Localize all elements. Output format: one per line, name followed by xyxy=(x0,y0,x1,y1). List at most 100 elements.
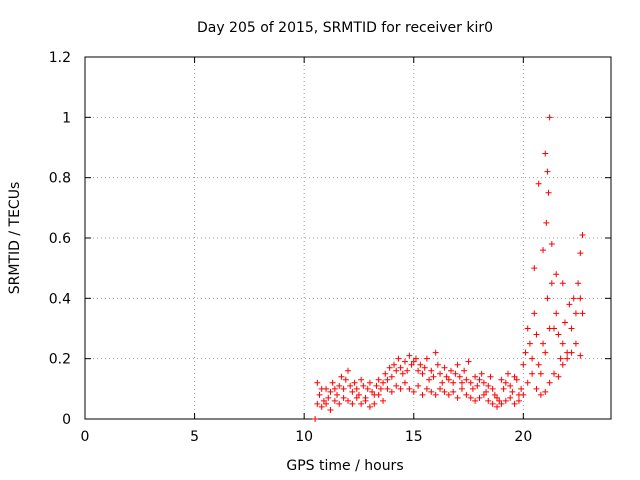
data-point xyxy=(575,280,582,287)
data-point xyxy=(318,403,325,410)
data-point xyxy=(441,364,448,371)
y-tick-label: 1 xyxy=(62,110,71,126)
data-point xyxy=(432,349,439,356)
y-tick-label: 0.2 xyxy=(49,352,71,368)
data-point xyxy=(469,385,476,392)
chart-title: Day 205 of 2015, SRMTID for receiver kir… xyxy=(197,20,493,36)
data-point xyxy=(325,394,332,401)
data-point xyxy=(531,310,538,317)
data-point xyxy=(450,388,457,395)
data-point xyxy=(399,370,406,377)
data-point xyxy=(419,370,426,377)
data-point xyxy=(487,373,494,380)
data-point xyxy=(559,280,566,287)
data-point xyxy=(362,397,369,404)
data-point xyxy=(437,370,444,377)
data-point xyxy=(555,373,562,380)
data-point xyxy=(467,394,474,401)
data-point xyxy=(410,358,417,365)
data-point xyxy=(397,385,404,392)
data-point xyxy=(577,352,584,359)
data-point xyxy=(314,379,321,386)
data-point xyxy=(445,376,452,383)
data-point xyxy=(515,397,522,404)
data-point xyxy=(375,376,382,383)
data-point xyxy=(421,364,428,371)
data-point xyxy=(544,168,551,175)
data-point xyxy=(467,379,474,386)
data-point xyxy=(340,385,347,392)
data-point xyxy=(568,349,575,356)
data-point xyxy=(526,340,533,347)
data-point xyxy=(334,391,341,398)
data-point xyxy=(351,379,358,386)
data-point xyxy=(513,376,520,383)
data-point xyxy=(430,373,437,380)
x-tick-label: 5 xyxy=(190,429,199,445)
data-point xyxy=(553,271,560,278)
x-axis-label: GPS time / hours xyxy=(286,458,403,474)
data-point xyxy=(388,373,395,380)
data-point xyxy=(564,355,571,362)
data-point xyxy=(529,355,536,362)
data-point xyxy=(358,400,365,407)
data-point xyxy=(542,150,549,157)
data-point xyxy=(373,382,380,389)
data-point xyxy=(577,295,584,302)
data-point xyxy=(401,379,408,386)
data-point xyxy=(452,370,459,377)
data-point xyxy=(476,394,483,401)
data-point xyxy=(358,376,365,383)
data-point xyxy=(498,400,505,407)
data-point xyxy=(384,376,391,383)
data-point xyxy=(366,379,373,386)
y-tick-label: 1.2 xyxy=(49,50,71,66)
y-tick-label: 0.6 xyxy=(49,231,71,247)
data-point xyxy=(415,382,422,389)
data-point xyxy=(496,397,503,404)
data-point xyxy=(428,388,435,395)
data-point xyxy=(327,406,334,413)
data-point xyxy=(572,310,579,317)
data-point xyxy=(347,382,354,389)
data-point xyxy=(375,391,382,398)
data-point xyxy=(345,397,351,404)
data-point xyxy=(480,379,487,386)
data-point xyxy=(465,358,472,365)
data-point xyxy=(489,400,496,407)
data-point xyxy=(548,241,555,248)
data-point xyxy=(456,373,463,380)
data-point xyxy=(336,400,343,407)
data-point xyxy=(404,367,411,374)
data-point xyxy=(533,385,540,392)
y-axis-label: SRMTID / TECUs xyxy=(7,182,23,295)
data-point xyxy=(428,367,435,374)
y-tick-label: 0.4 xyxy=(49,291,71,307)
data-point xyxy=(314,400,321,407)
x-tick-label: 15 xyxy=(405,429,423,445)
data-point xyxy=(542,349,549,356)
data-point xyxy=(432,391,439,398)
data-point xyxy=(443,373,450,380)
data-point xyxy=(494,403,501,410)
data-point xyxy=(327,388,334,395)
data-point xyxy=(502,379,509,386)
data-point xyxy=(559,361,566,368)
data-point xyxy=(509,388,516,395)
data-point xyxy=(524,379,531,386)
data-point xyxy=(384,385,391,392)
data-point xyxy=(531,265,538,272)
data-point xyxy=(342,376,349,383)
data-point xyxy=(551,370,558,377)
data-point xyxy=(410,388,417,395)
data-point xyxy=(572,340,579,347)
data-point xyxy=(355,391,362,398)
data-point xyxy=(507,394,514,401)
data-point xyxy=(369,388,376,395)
data-point xyxy=(566,301,573,308)
data-point xyxy=(439,379,446,386)
data-point xyxy=(504,370,511,377)
data-point xyxy=(353,385,360,392)
